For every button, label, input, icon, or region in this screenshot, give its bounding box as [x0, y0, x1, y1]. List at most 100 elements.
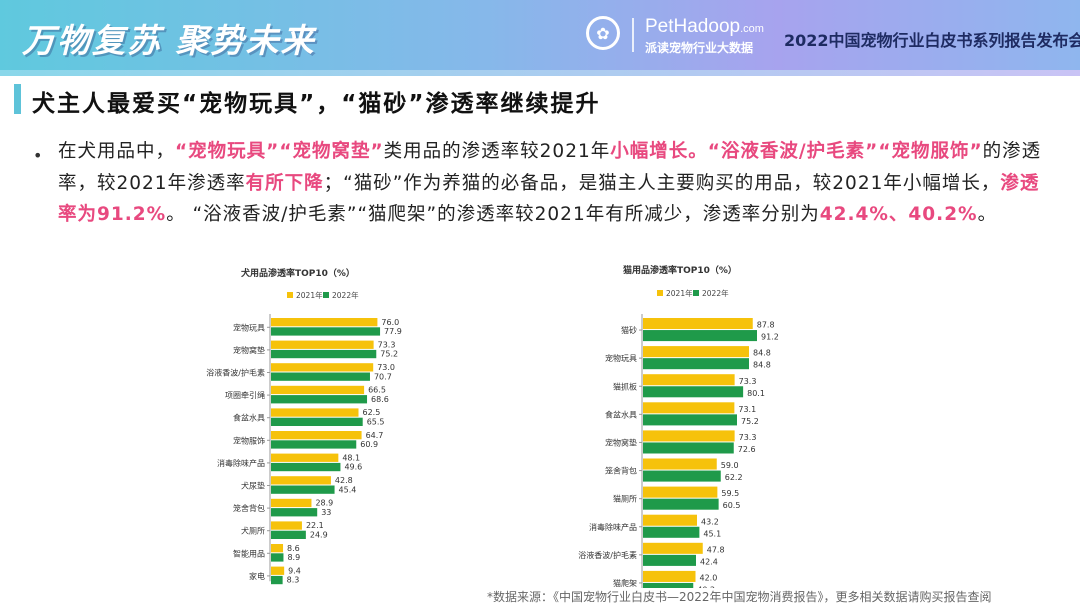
data-label: 43.2 [701, 517, 719, 526]
bar-2021 [271, 476, 331, 485]
bar-2022 [271, 485, 335, 494]
header-banner: 万物复苏 聚势未来 ✿ PetHadoop.com 派读宠物行业大数据 2022… [0, 0, 1080, 70]
body-text-run: 。 [977, 204, 998, 225]
headline-accent-bar [14, 84, 21, 114]
bar-2021 [271, 431, 362, 440]
bar-2021 [643, 346, 749, 358]
data-label: 22.1 [306, 521, 324, 530]
category-label: 宠物服饰 [233, 435, 265, 445]
body-text-run: ；“猫砂”作为养猫的必备品，是猫主人主要购买的用品，较2021年小幅增长， [323, 172, 1001, 194]
bar-2021 [271, 566, 285, 575]
brand-logo: PetHadoop.com [645, 16, 764, 38]
data-label: 49.6 [344, 463, 362, 472]
bar-2021 [271, 385, 365, 395]
bar-2021 [643, 374, 735, 386]
data-label: 75.2 [741, 417, 759, 426]
data-label: 75.2 [380, 350, 398, 359]
bar-2022 [271, 462, 341, 472]
data-label: 76.0 [381, 318, 399, 327]
bar-2021 [271, 318, 378, 327]
bar-2021 [643, 402, 735, 414]
data-label: 91.2 [761, 333, 779, 342]
bar-2021 [271, 363, 374, 372]
highlight-text: 小幅增长。 [610, 141, 708, 162]
bar-2021 [643, 486, 718, 498]
bar-2022 [643, 386, 744, 398]
body-text-run: 的渗透率，较2021年渗透率 [58, 141, 1042, 194]
category-label: 猫砂 [621, 325, 637, 335]
category-label: 笼舍背包 [233, 503, 265, 513]
bar-2022 [271, 395, 368, 404]
data-label: 73.0 [377, 363, 395, 372]
data-label: 24.9 [310, 531, 328, 540]
legend-label: 2022年 [702, 288, 729, 298]
category-label: 浴液香波/护毛素 [578, 550, 637, 560]
data-label: 73.3 [739, 377, 757, 386]
data-label: 48.1 [342, 453, 360, 462]
data-label: 60.5 [723, 501, 741, 510]
bar-2022 [271, 440, 357, 449]
category-label: 消毒除味产品 [217, 458, 265, 468]
bar-2022 [643, 330, 757, 342]
association-logo-icon: ✿ [586, 16, 620, 50]
data-label: 9.4 [288, 566, 301, 575]
data-label: 70.7 [374, 372, 392, 381]
data-label: 73.1 [738, 405, 756, 414]
bar-2021 [271, 453, 339, 462]
bar-2022 [271, 417, 363, 426]
data-label: 64.7 [366, 431, 384, 440]
logo-divider [632, 18, 634, 52]
data-label: 72.6 [738, 445, 756, 454]
legend-label: 2021年 [296, 290, 323, 300]
category-label: 宠物玩具 [605, 353, 637, 363]
category-label: 浴液香波/护毛素 [206, 368, 265, 378]
chart-title: 猫用品渗透率TOP10（%） [623, 264, 737, 276]
legend-swatch [323, 292, 329, 298]
data-label: 84.8 [753, 349, 771, 358]
data-label: 68.6 [371, 395, 389, 404]
category-label: 食盆水具 [605, 409, 637, 419]
category-label: 猫厕所 [613, 494, 637, 504]
data-label: 45.4 [339, 485, 357, 494]
data-label: 42.0 [700, 573, 718, 582]
bar-2022 [643, 498, 719, 510]
data-label: 28.9 [315, 499, 333, 508]
data-label: 65.5 [367, 418, 385, 427]
category-label: 犬厕所 [241, 526, 265, 536]
bar-2021 [643, 542, 703, 554]
page-title: 犬主人最爱买“宠物玩具”，“猫砂”渗透率继续提升 [32, 91, 601, 117]
bar-2022 [271, 327, 381, 336]
category-label: 家电 [249, 571, 265, 581]
brand-subtitle: 派读宠物行业大数据 [645, 41, 754, 55]
chart-title: 犬用品渗透率TOP10（%） [240, 267, 355, 279]
category-label: 宠物玩具 [233, 322, 265, 332]
legend-label: 2022年 [332, 290, 359, 300]
body-text-run: 。 “浴液香波/护毛素”“猫爬架”的渗透率较2021年有所减少，渗透率分别为 [166, 204, 820, 225]
data-label: 84.8 [753, 361, 771, 370]
bar-2022 [643, 470, 721, 482]
body-text-run: 在犬用品中， [58, 141, 176, 162]
bar-2022 [643, 358, 749, 370]
data-label: 40.2 [697, 586, 715, 589]
legend-swatch [657, 290, 663, 296]
bar-2021 [271, 408, 359, 417]
bar-2022 [271, 349, 377, 359]
bar-2022 [643, 442, 734, 454]
banner-underline [0, 70, 1080, 76]
bar-2022 [271, 553, 284, 562]
data-label: 59.0 [721, 461, 739, 470]
bar-2021 [643, 430, 735, 442]
data-label: 8.6 [287, 544, 300, 553]
bar-2021 [271, 544, 284, 553]
brand-name: PetHadoop [645, 16, 741, 37]
data-label: 62.5 [363, 408, 381, 417]
bar-2021 [271, 498, 312, 508]
bar-2022 [271, 575, 283, 585]
bar-2022 [643, 414, 737, 426]
summary-paragraph: 在犬用品中，“宠物玩具”“宠物窝垫”类用品的渗透率较2021年小幅增长。“浴液香… [58, 136, 1058, 231]
data-label: 8.3 [287, 576, 300, 585]
data-label: 42.8 [335, 476, 353, 485]
category-label: 智能用品 [233, 548, 265, 558]
data-label: 80.1 [747, 389, 765, 398]
